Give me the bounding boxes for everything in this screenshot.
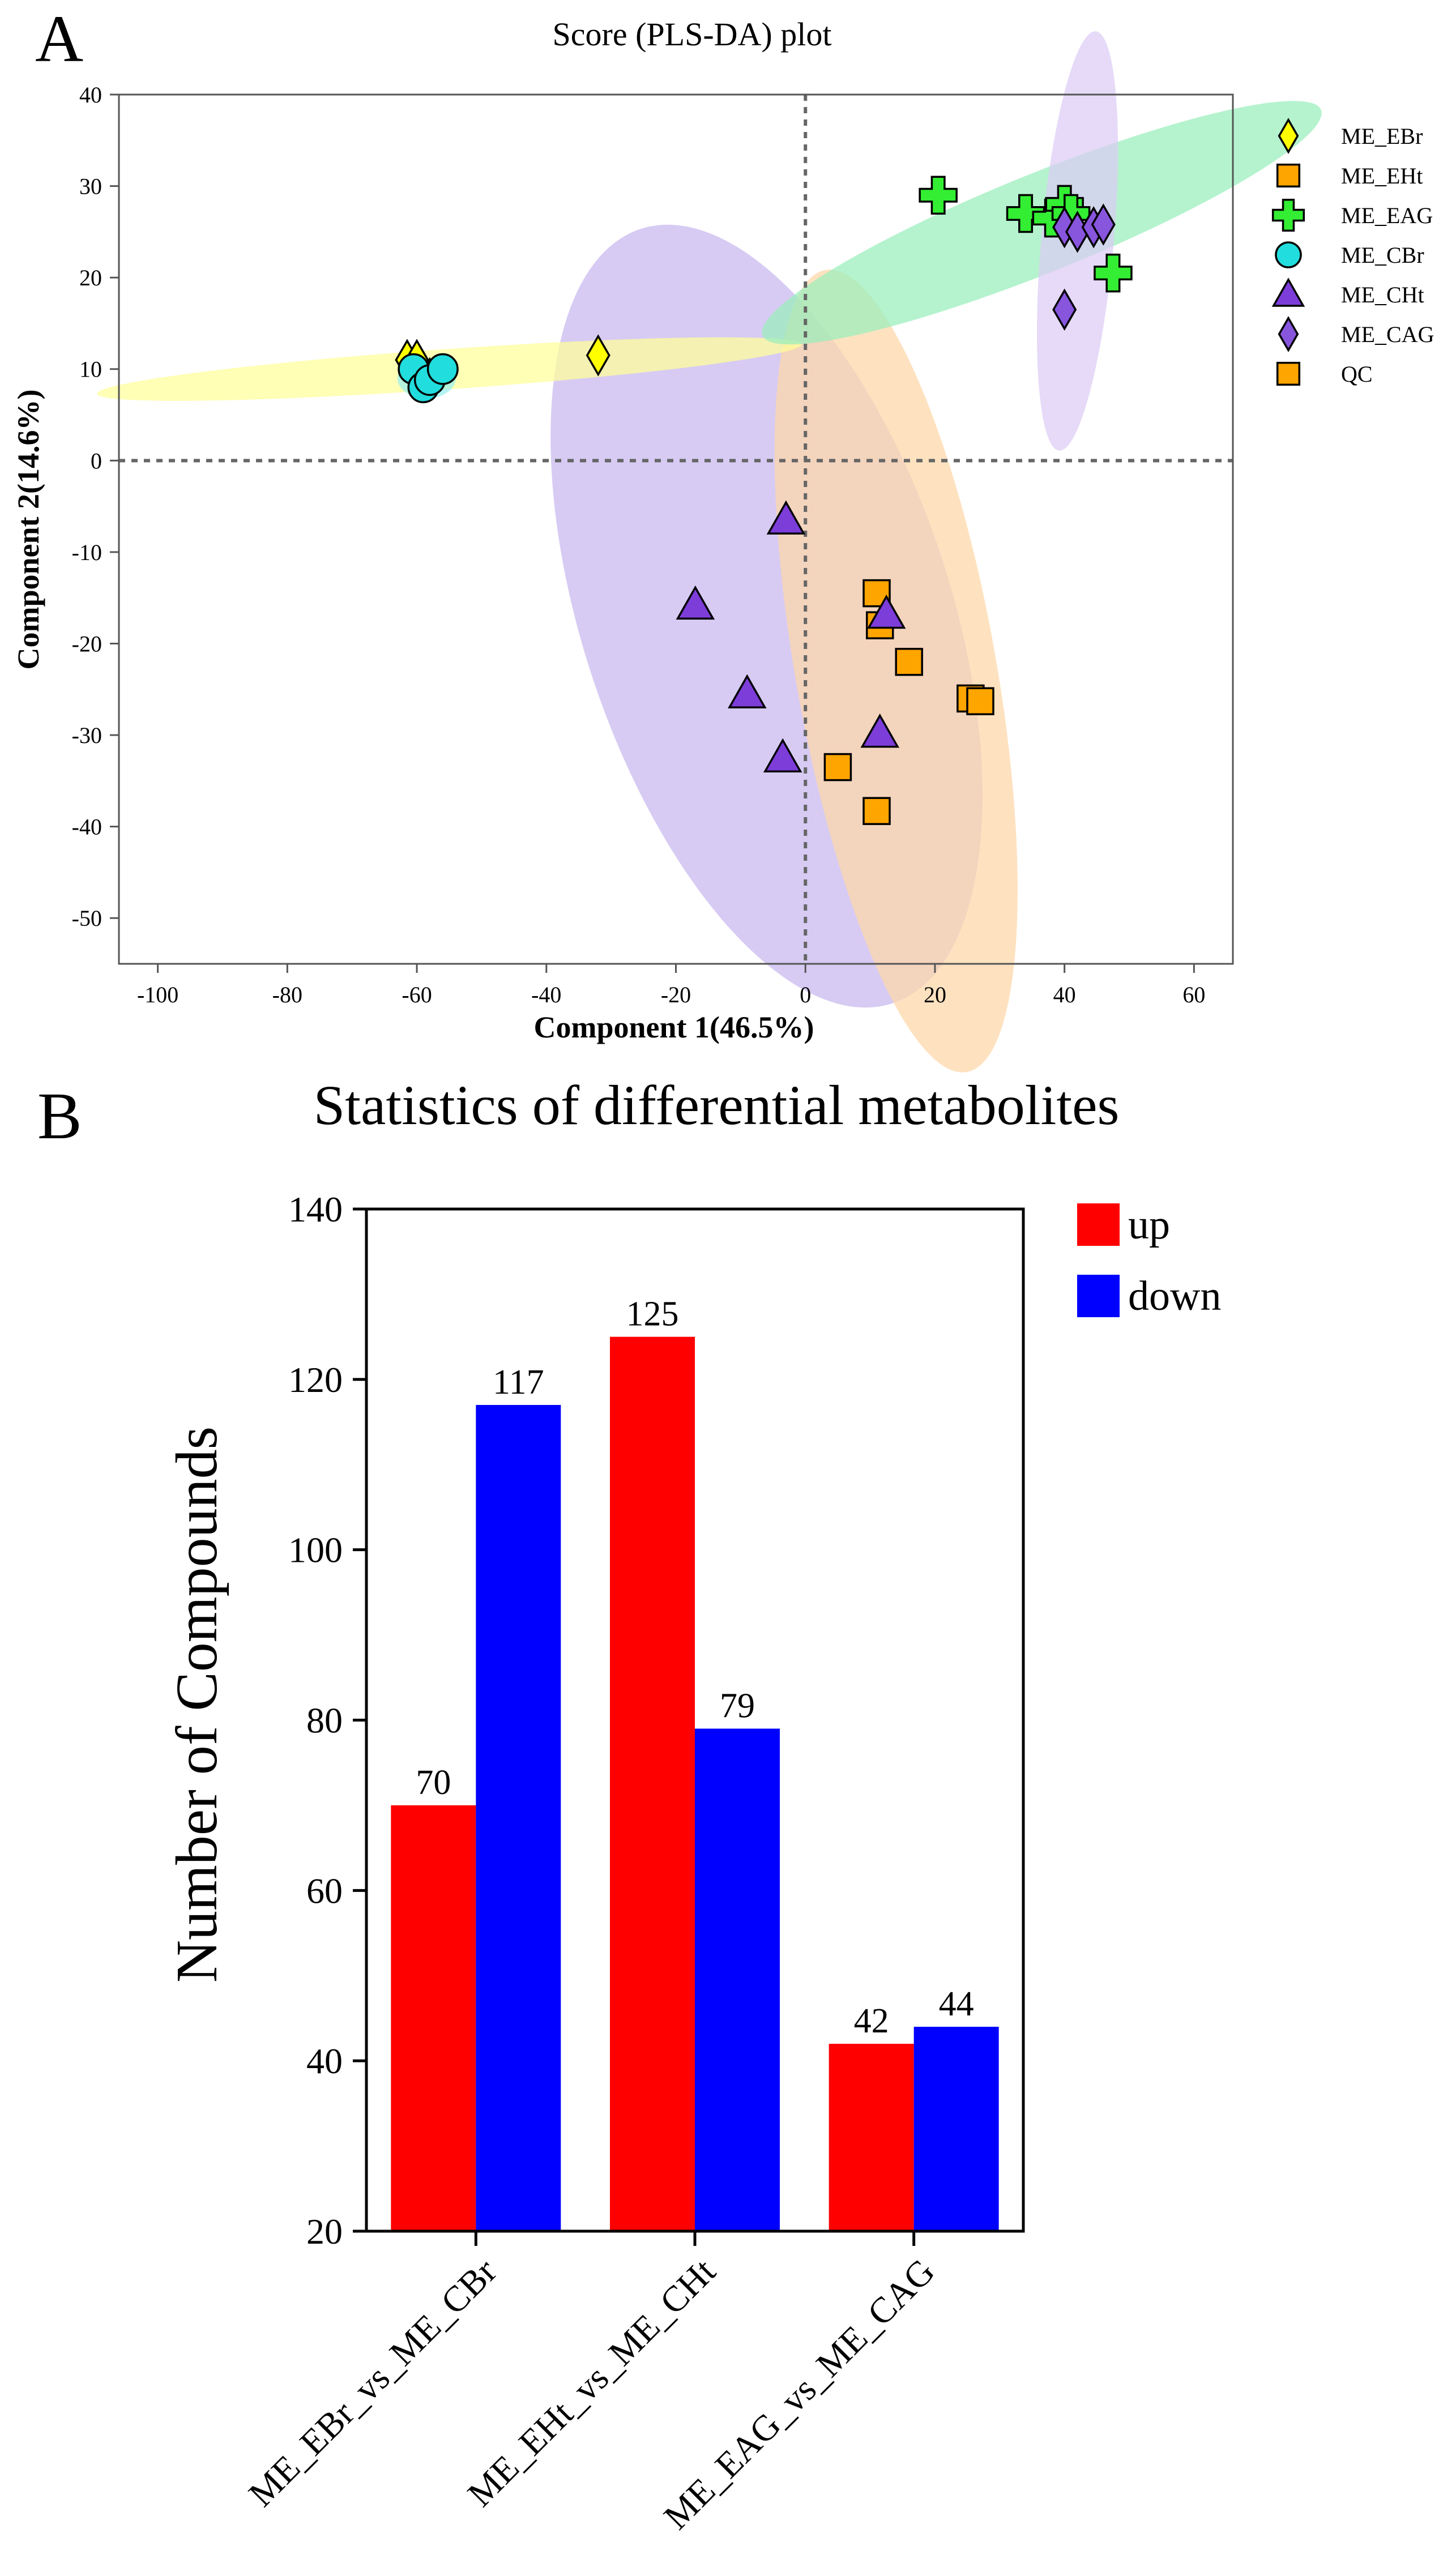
point-me-eag-6 <box>1094 253 1133 293</box>
legend-label-me-cht: ME_CHt <box>1341 282 1424 307</box>
x-tick-label-me-eht-vs-me-cht: ME_EHt_vs_ME_CHt <box>460 2251 723 2514</box>
bar-chart-y-axis: 20 40 60 80 100 120 140 <box>288 1189 366 2252</box>
legend-label-me-eag: ME_EAG <box>1341 203 1433 228</box>
bar-up-me-ebr-vs-me-cbr <box>391 1805 476 2231</box>
legend-swatch-up <box>1077 1203 1120 1246</box>
x-tick-label: 40 <box>1053 982 1076 1007</box>
point-me-ebr-4 <box>586 334 610 377</box>
bar-chart-y-axis-label: Number of Compounds <box>164 1426 229 1983</box>
x-tick-label: -20 <box>661 982 691 1007</box>
data-label-down-me-eht-vs-me-cht: 79 <box>720 1687 755 1725</box>
x-tick-label: -100 <box>137 982 178 1007</box>
x-tick-label: -80 <box>272 982 302 1007</box>
legend-label-qc: QC <box>1341 361 1373 387</box>
scatter-y-axis-label: Component 2(14.6%) <box>11 390 45 670</box>
scatter-points <box>395 176 1133 825</box>
point-me-eag-2 <box>1006 194 1045 233</box>
data-label-down-me-ebr-vs-me-cbr: 117 <box>493 1363 544 1402</box>
x-tick-label: 20 <box>924 982 946 1007</box>
x-tick-label: 60 <box>1182 982 1205 1007</box>
y-tick-label: -50 <box>72 906 102 931</box>
legend-marker-me-cag <box>1278 316 1299 352</box>
x-tick-label-me-ebr-vs-me-cbr: ME_EBr_vs_ME_CBr <box>241 2251 504 2514</box>
data-label-up-me-eag-vs-me-cag: 42 <box>854 2002 889 2040</box>
x-tick-label: -60 <box>402 982 432 1007</box>
y-tick-label: 80 <box>306 1701 343 1741</box>
bar-chart-legend: up down <box>1077 1202 1221 1319</box>
legend-marker-me-cht <box>1271 277 1305 307</box>
y-tick-label: 20 <box>306 2211 343 2252</box>
y-tick-label: 120 <box>288 1360 343 1400</box>
point-me-cht-1 <box>766 500 806 535</box>
data-label-up-me-ebr-vs-me-cbr: 70 <box>416 1763 451 1802</box>
legend-marker-me-eht <box>1276 163 1301 188</box>
scatter-title: Score (PLS-DA) plot <box>553 16 832 53</box>
scatter-ellipses <box>97 31 1322 1073</box>
panel-b-letter: B <box>37 1079 82 1153</box>
y-tick-label: 40 <box>306 2041 343 2081</box>
data-label-down-me-eag-vs-me-cag: 44 <box>939 1985 974 2023</box>
point-me-cht-5 <box>860 714 899 748</box>
y-tick-label: 40 <box>79 82 102 108</box>
legend-label-me-cag: ME_CAG <box>1341 322 1434 347</box>
point-me-eag-1 <box>919 176 958 215</box>
x-tick-label: -40 <box>531 982 561 1007</box>
scatter-y-axis: -50 -40 -30 -20 -10 0 10 20 30 40 <box>72 82 119 931</box>
y-tick-label: 30 <box>79 174 102 199</box>
point-me-eht-6 <box>823 753 852 781</box>
y-tick-label: 140 <box>288 1189 343 1229</box>
point-me-eht-3 <box>895 648 923 676</box>
y-tick-label: -10 <box>72 540 102 565</box>
y-tick-label: -30 <box>72 723 102 748</box>
point-me-cag-4 <box>1091 203 1116 246</box>
legend-label-me-ebr: ME_EBr <box>1341 123 1423 149</box>
legend-label-me-cbr: ME_CBr <box>1341 242 1424 268</box>
point-me-cht-3 <box>866 594 906 629</box>
bar-down-me-eag-vs-me-cag <box>913 2027 999 2231</box>
point-me-eht-5 <box>966 687 994 716</box>
y-tick-label: 100 <box>288 1530 343 1570</box>
legend-label-me-eht: ME_EHt <box>1341 163 1423 189</box>
scatter-legend: ME_EBr ME_EHt ME_EAG ME_CBr ME_CHt ME_CAG QC <box>1271 118 1434 387</box>
y-tick-label: 10 <box>79 357 102 382</box>
bar-chart-x-axis: ME_EBr_vs_ME_CBrME_EHt_vs_ME_CHtME_EAG_v… <box>241 2231 942 2537</box>
bar-down-me-ebr-vs-me-cbr <box>476 1404 561 2231</box>
panel-a-letter: A <box>35 2 83 76</box>
y-tick-label: 20 <box>79 265 102 291</box>
point-me-cht-2 <box>676 585 715 620</box>
legend-marker-me-eag <box>1271 198 1305 232</box>
scatter-reference-lines <box>119 95 1233 964</box>
legend-label-down: down <box>1128 1273 1221 1319</box>
scatter-x-axis: -100 -80 -60 -40 -20 0 20 40 60 <box>137 964 1205 1007</box>
bar-chart-title: Statistics of differential metabolites <box>314 1074 1120 1137</box>
y-tick-label: 0 <box>91 448 102 473</box>
point-me-cbr-4 <box>426 353 459 385</box>
legend-label-up: up <box>1128 1202 1170 1248</box>
x-tick-label: 0 <box>800 982 811 1007</box>
point-me-cht-4 <box>728 674 767 708</box>
bar-up-me-eag-vs-me-cag <box>829 2044 914 2231</box>
y-tick-label: -40 <box>72 814 102 840</box>
scatter-x-axis-label: Component 1(46.5%) <box>534 1010 814 1044</box>
y-tick-label: 60 <box>306 1870 343 1911</box>
legend-swatch-down <box>1077 1275 1120 1317</box>
point-me-cht-6 <box>763 738 802 772</box>
bar-up-me-eht-vs-me-cht <box>610 1336 695 2231</box>
bar-chart-bars <box>391 1336 999 2231</box>
point-me-eht-7 <box>863 797 891 825</box>
bar-chart-data-labels: 70 117 125 79 42 44 <box>416 1295 973 2040</box>
point-me-cag-5 <box>1052 288 1077 331</box>
y-tick-label: -20 <box>72 631 102 656</box>
data-label-up-me-eht-vs-me-cht: 125 <box>626 1295 679 1334</box>
legend-marker-me-cbr <box>1275 241 1302 268</box>
legend-marker-me-ebr <box>1278 118 1299 154</box>
legend-marker-qc <box>1276 361 1301 386</box>
bar-down-me-eht-vs-me-cht <box>695 1728 780 2231</box>
